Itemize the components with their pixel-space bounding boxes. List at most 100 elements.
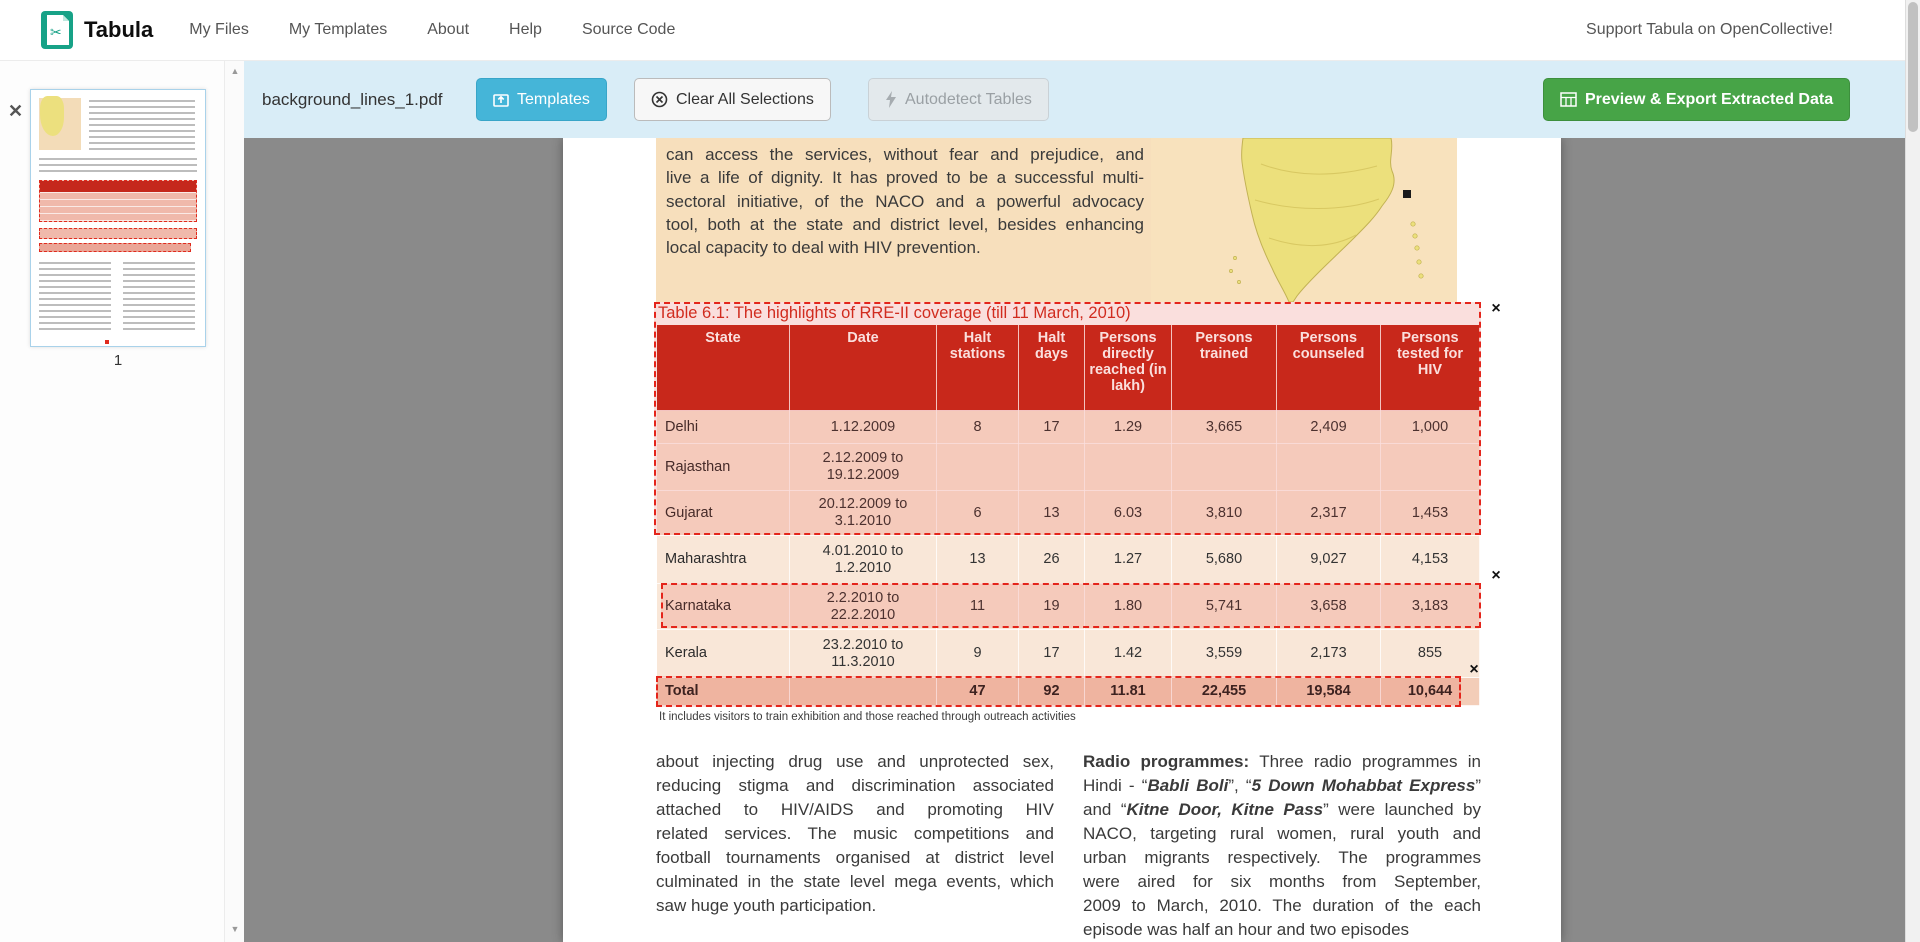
text-segment: ” (1475, 776, 1481, 795)
text-line: Hindi - “Babli Boli”, “5 Down Mohabbat E… (1083, 774, 1481, 798)
remove-selection-2-icon[interactable]: × (1491, 567, 1501, 584)
text-line: local capacity to deal with HIV preventi… (666, 238, 981, 258)
text-line: and “Kitne Door, Kitne Pass” were launch… (1083, 798, 1481, 822)
templates-icon (493, 93, 509, 107)
nav-item-source-code[interactable]: Source Code (581, 21, 676, 38)
table-cell (1276, 443, 1381, 491)
table-header-row: State Date Halt stations Halt days Persons d… (656, 324, 1480, 411)
close-file-icon[interactable]: ✕ (8, 101, 24, 121)
table-cell: 26 (1018, 535, 1085, 584)
remove-selection-3-icon[interactable]: × (1469, 661, 1479, 678)
nav-item-my-files[interactable]: My Files (189, 21, 249, 38)
table-cell: 9,027 (1276, 535, 1381, 584)
text-segment: Babli Boli (1147, 776, 1229, 795)
table-cell: 1,000 (1380, 410, 1480, 444)
table-cell: 3,658 (1276, 583, 1381, 630)
clear-all-selections-button[interactable]: Clear All Selections (634, 78, 831, 121)
table-cell (1084, 443, 1172, 491)
text-line: live a life of dignity. It has proved to… (666, 168, 1144, 188)
text-segment: episode was half an hour and two episode… (1083, 920, 1410, 939)
brand[interactable]: ✂ Tabula (40, 10, 153, 50)
scroll-up-icon[interactable]: ▲ (230, 66, 240, 76)
text-line: football tournaments organised at distri… (656, 848, 1054, 867)
thumbnail-text-column (39, 262, 111, 334)
table-note: It includes visitors to train exhibition… (659, 711, 1076, 723)
text-segment: Kitne Door, Kitne Pass (1126, 800, 1324, 819)
text-segment: ”, “ (1228, 776, 1252, 795)
export-button-label: Preview & Export Extracted Data (1585, 90, 1834, 108)
table-cell: 9 (936, 629, 1019, 678)
coverage-table: State Date Halt stations Halt days Persons d… (656, 324, 1480, 706)
table-cell: 19 (1018, 583, 1085, 630)
selection-box-2[interactable] (661, 583, 1481, 628)
sidebar-scrollbar[interactable]: ▲ ▼ (224, 61, 244, 942)
text-segment: 5 Down Mohabbat Express (1251, 776, 1476, 795)
window-scrollbar[interactable] (1905, 0, 1920, 942)
india-map (1151, 138, 1457, 303)
text-line: saw huge youth participation. (656, 896, 877, 915)
clear-button-label: Clear All Selections (676, 90, 814, 108)
thumbnail-marker (105, 340, 109, 344)
support-link[interactable]: Support Tabula on OpenCollective! (1586, 21, 1833, 38)
table-cell: 47 (936, 677, 1019, 706)
table-cell: 6 (936, 490, 1019, 536)
table-cell: Karnataka (656, 583, 790, 630)
table-icon (1560, 92, 1577, 107)
table-cell: 1.29 (1084, 410, 1172, 444)
thumbnail-table-rows (40, 192, 196, 223)
svg-text:✂: ✂ (50, 24, 62, 40)
clear-selections-icon (651, 91, 668, 108)
text-line: reducing stigma and discrimination assoc… (656, 776, 1054, 795)
lightning-icon (886, 91, 896, 108)
text-segment: NACO, targeting rural women, rural youth… (1083, 824, 1481, 843)
text-segment: were aired for six months from September… (1083, 872, 1481, 891)
templates-button-label: Templates (517, 90, 590, 108)
table-row: Kerala 23.2.2010 to 11.3.2010 9 17 1.42 3,559… (656, 629, 1480, 678)
nav-item-my-templates[interactable]: My Templates (288, 21, 388, 38)
table-cell: 5,680 (1171, 535, 1277, 584)
text-line: can access the services, without fear an… (666, 145, 1144, 164)
table-cell: 5,741 (1171, 583, 1277, 630)
pdf-page[interactable]: can access the services, without fear an… (563, 138, 1561, 942)
scroll-down-icon[interactable]: ▼ (230, 924, 240, 934)
left-text-column: about injecting drug use and unprotected… (656, 750, 1054, 918)
nav-item-help[interactable]: Help (509, 21, 542, 38)
tabula-logo-icon: ✂ (41, 11, 73, 49)
page-number: 1 (113, 352, 123, 369)
text-segment: ” were launched by (1323, 800, 1482, 819)
table-cell: 13 (1018, 490, 1085, 536)
column-header: Persons trained (1171, 324, 1277, 411)
table-cell: 855 (1380, 629, 1480, 678)
text-segment: Hindi - “ (1083, 776, 1148, 795)
toolbar: background_lines_1.pdf Templates Clear A… (244, 61, 1905, 138)
text-line: about injecting drug use and unprotected… (656, 752, 1054, 771)
table-cell: 3,183 (1380, 583, 1480, 630)
table-cell: 2,409 (1276, 410, 1381, 444)
text-line: Radio programmes: Three radio programmes… (1083, 750, 1481, 774)
preview-export-button[interactable]: Preview & Export Extracted Data (1543, 78, 1851, 121)
right-text-column: Radio programmes: Three radio programmes… (1083, 750, 1481, 942)
table-row: Gujarat 20.12.2009 to 3.1.2010 6 13 6.03 3,81… (656, 490, 1480, 536)
table-cell (789, 677, 937, 706)
page-thumbnail[interactable] (30, 89, 206, 347)
pdf-workspace[interactable]: can access the services, without fear an… (244, 138, 1905, 942)
text-line: 2009 to March, 2010. The duration of the… (1083, 894, 1481, 918)
thumbnail-table-header (40, 181, 196, 192)
text-line: NACO, targeting rural women, rural youth… (1083, 822, 1481, 846)
selection-box-3[interactable] (656, 676, 1461, 707)
autodetect-tables-button[interactable]: Autodetect Tables (868, 78, 1049, 121)
text-line: attached to HIV/AIDS and promoting HIV (656, 800, 1054, 819)
remove-selection-1-icon[interactable]: × (1491, 300, 1501, 317)
selection-box-1[interactable] (654, 302, 1481, 535)
table-cell (1018, 443, 1085, 491)
templates-button[interactable]: Templates (476, 78, 607, 121)
nav-item-about[interactable]: About (427, 21, 470, 38)
column-header: Halt stations (936, 324, 1019, 411)
table-row: Rajasthan 2.12.2009 to 19.12.2009 (656, 443, 1480, 491)
text-segment: and “ (1083, 800, 1127, 819)
window-scrollbar-thumb[interactable] (1908, 2, 1918, 132)
thumbnail-selection-2 (39, 228, 197, 239)
intro-panel: can access the services, without fear an… (656, 138, 1457, 303)
brand-name: Tabula (84, 17, 154, 42)
